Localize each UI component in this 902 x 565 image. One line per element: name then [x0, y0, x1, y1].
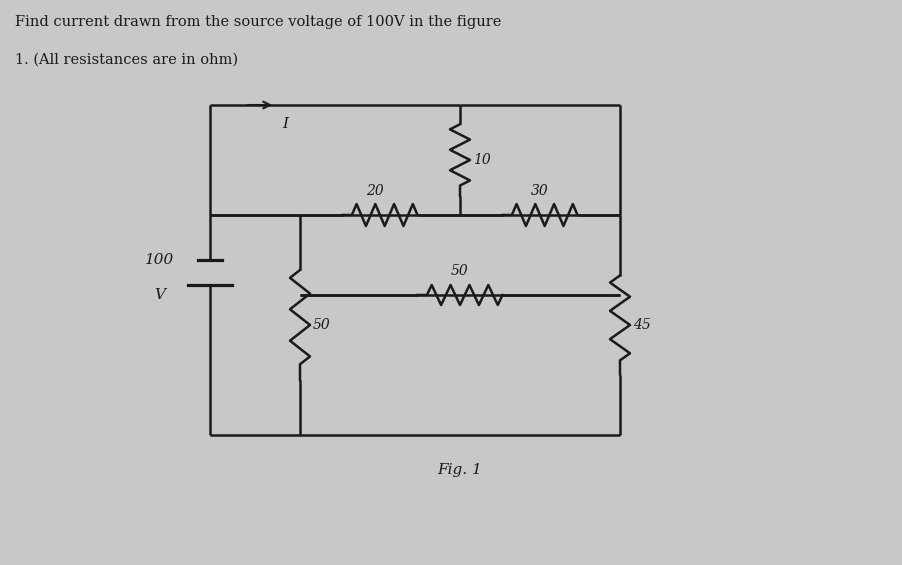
Text: I: I: [281, 117, 288, 131]
Text: 100: 100: [145, 253, 174, 267]
Text: 1. (All resistances are in ohm): 1. (All resistances are in ohm): [15, 53, 238, 67]
Text: 30: 30: [530, 184, 548, 198]
Text: 20: 20: [365, 184, 383, 198]
Text: Find current drawn from the source voltage of 100V in the figure: Find current drawn from the source volta…: [15, 15, 501, 29]
Text: 10: 10: [473, 153, 490, 167]
Text: Fig. 1: Fig. 1: [437, 463, 482, 477]
Text: 50: 50: [451, 264, 468, 278]
Text: 50: 50: [313, 318, 330, 332]
Text: 45: 45: [632, 318, 650, 332]
Text: V: V: [154, 288, 165, 302]
